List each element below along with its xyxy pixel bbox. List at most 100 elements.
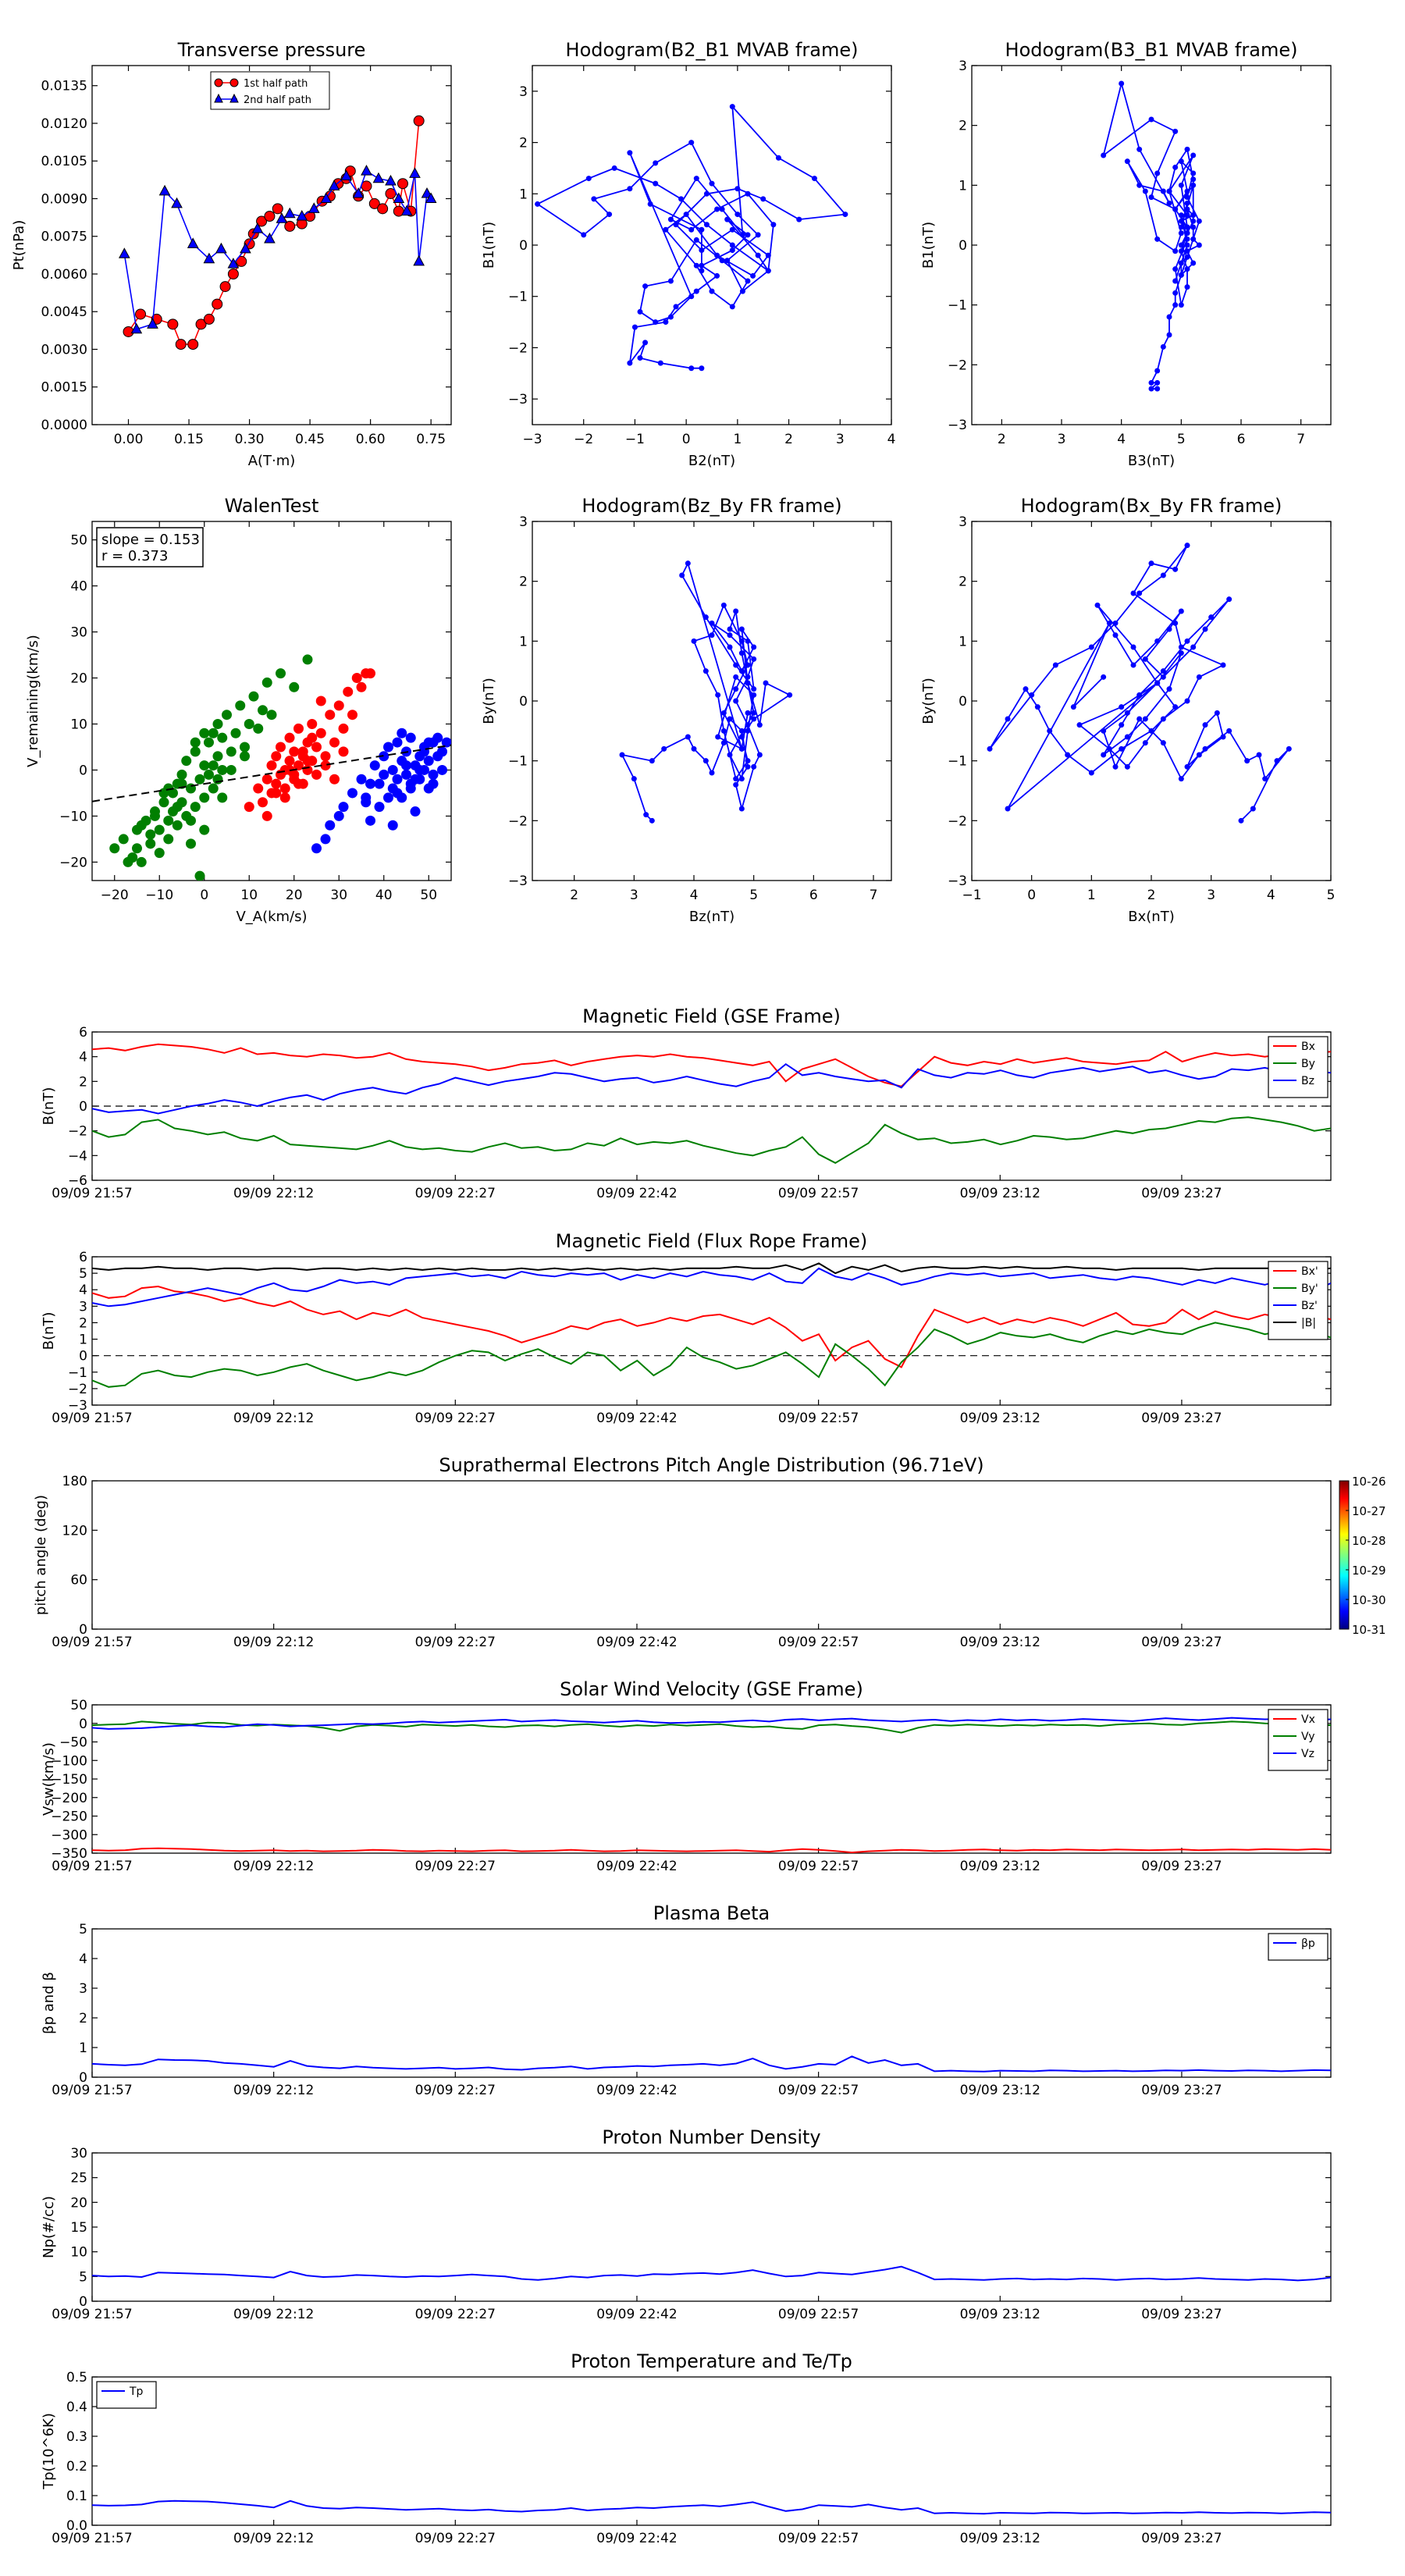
walen-point (199, 728, 210, 738)
point-1st-half (236, 255, 247, 267)
hodogram-point (637, 355, 643, 361)
y-axis-label: pitch angle (deg) (33, 1495, 49, 1615)
hodogram-point (719, 258, 725, 264)
walen-point (397, 728, 407, 738)
series-line-By' (92, 1322, 1331, 1388)
walen-point (217, 792, 228, 803)
hodogram-point (739, 288, 745, 294)
point-1st-half (256, 215, 268, 227)
hodogram-point (663, 319, 669, 326)
hodogram-point (1166, 332, 1172, 338)
walen-point (253, 783, 264, 794)
plot-frame (532, 521, 892, 881)
hodogram-point (649, 758, 655, 764)
hodogram-point (1124, 710, 1130, 716)
time-tick-label: 09/09 21:57 (52, 2531, 132, 2546)
walen-point (437, 746, 447, 757)
hodogram-point (1178, 212, 1184, 219)
time-tick-label: 09/09 23:12 (960, 2307, 1040, 2322)
hodogram-point (724, 258, 731, 264)
x-tick-label: 4 (1117, 432, 1126, 447)
hodogram-point (727, 716, 733, 722)
hodogram-point (1166, 626, 1172, 632)
y-tick-label: 3 (79, 1981, 87, 1997)
hodogram-point (667, 216, 674, 222)
walen-point (325, 710, 336, 720)
y-tick-label: 30 (70, 2146, 87, 2161)
walen-point (428, 778, 439, 789)
hodogram-point (715, 692, 721, 698)
walen-point (208, 728, 219, 738)
point-1st-half (219, 281, 231, 293)
walen-point (190, 746, 201, 757)
time-tick-label: 09/09 22:57 (778, 2531, 859, 2546)
hodogram-point (796, 216, 802, 222)
y-tick-label: −300 (51, 1827, 87, 1843)
y-tick-label: −2 (68, 1124, 87, 1140)
hodogram-point (1172, 266, 1179, 272)
hodogram-point (1178, 260, 1184, 266)
x-tick-label: 0.15 (174, 432, 204, 447)
hodogram-point (1190, 236, 1197, 242)
walen-point (333, 700, 344, 711)
point-1st-half (397, 178, 408, 190)
walen-point (199, 760, 210, 771)
hodogram-point (1178, 650, 1184, 656)
y-tick-label: 0.1 (66, 2489, 87, 2504)
hodogram-point (745, 232, 751, 238)
hodogram-point (714, 206, 720, 212)
hodogram-point (1160, 572, 1166, 578)
x-tick-label: −3 (522, 432, 542, 447)
hodogram-point (1154, 236, 1161, 242)
walen-point (176, 769, 187, 780)
time-tick-label: 09/09 22:42 (596, 1411, 677, 1426)
hodogram-point (591, 196, 597, 202)
hodogram-point (1136, 146, 1143, 152)
hodogram-point (1178, 182, 1184, 188)
y-tick-label: 50 (70, 1698, 87, 1713)
hodogram-point (1136, 716, 1143, 722)
walen-point (208, 783, 219, 794)
hodogram-point (750, 272, 756, 279)
hodogram-point (1184, 200, 1190, 206)
walen-point (204, 769, 214, 780)
walen-point (347, 710, 357, 720)
y-tick-label: 20 (70, 2195, 87, 2211)
annotation-box (96, 527, 204, 568)
hodogram-point (1274, 758, 1280, 764)
hodogram-point (678, 196, 685, 202)
hodogram-point (1142, 740, 1148, 746)
y-tick-label: 3 (959, 514, 967, 530)
y-axis-label: B(nT) (41, 1087, 57, 1126)
point-1st-half (175, 339, 187, 350)
y-tick-label: −3 (508, 873, 528, 889)
hodogram-point (724, 216, 731, 222)
time-tick-label: 09/09 23:27 (1141, 2531, 1222, 2546)
chart-title: Proton Number Density (602, 2126, 820, 2148)
walen-point (410, 774, 421, 785)
hodogram-point (1184, 698, 1190, 704)
point-2nd-half (425, 192, 437, 203)
hodogram-point (663, 226, 669, 233)
hodogram-point (1094, 602, 1101, 608)
walen-point (222, 710, 232, 720)
point-2nd-half (283, 207, 296, 219)
walen-point (365, 815, 375, 826)
hodogram-point (631, 776, 637, 782)
walen-point (293, 778, 304, 789)
time-tick-label: 09/09 23:27 (1141, 1186, 1222, 1201)
hodogram-point (745, 278, 751, 284)
y-tick-label: 4 (79, 1283, 87, 1298)
x-tick-label: 0.30 (235, 432, 265, 447)
hodogram-point (1178, 272, 1184, 278)
hodogram-point (1101, 674, 1107, 680)
walen-point (271, 788, 282, 799)
y-tick-label: −1 (508, 290, 528, 305)
walen-point (186, 815, 196, 826)
hodogram-point (1136, 182, 1143, 188)
series-line-Tp (92, 2500, 1331, 2515)
hodogram-point (1202, 745, 1208, 752)
x-tick-label: 5 (1177, 432, 1186, 447)
hodogram-point (691, 638, 697, 644)
x-tick-label: 4 (887, 432, 896, 447)
